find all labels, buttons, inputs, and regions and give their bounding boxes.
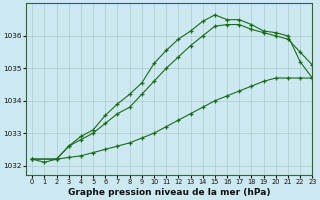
- X-axis label: Graphe pression niveau de la mer (hPa): Graphe pression niveau de la mer (hPa): [68, 188, 270, 197]
